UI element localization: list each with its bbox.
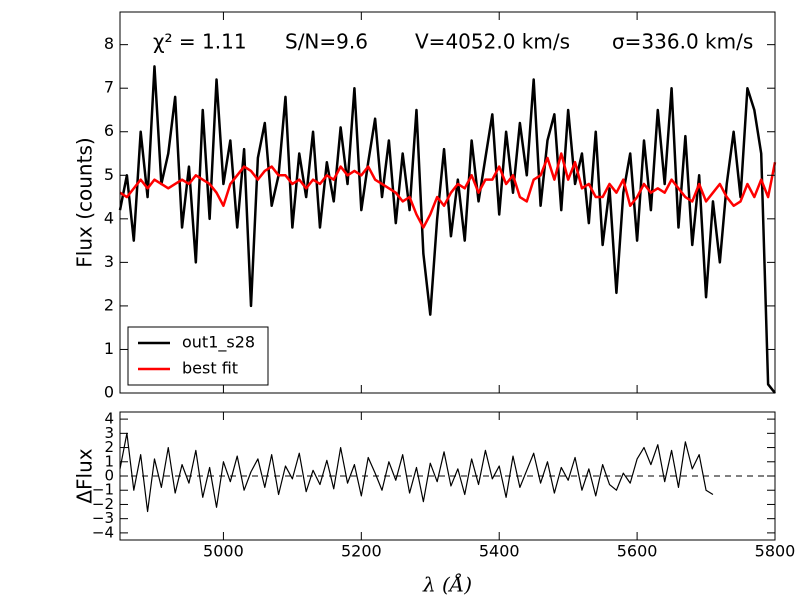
y-tick-label: 0 <box>104 383 114 402</box>
x-axis-label: λ (Å) <box>422 572 472 597</box>
x-tick-label: 5400 <box>479 542 520 561</box>
y-tick-label: 8 <box>104 34 114 53</box>
y-tick-label: 1 <box>104 452 114 470</box>
annotation: χ² = 1.11 <box>153 30 247 54</box>
annotation: σ=336.0 km/s <box>612 30 753 54</box>
x-tick-label: 5800 <box>755 542 796 561</box>
legend-label: best fit <box>182 359 238 378</box>
y-tick-label: −3 <box>92 509 114 527</box>
y-tick-label: −4 <box>92 523 114 541</box>
x-tick-label: 5000 <box>203 542 244 561</box>
y-axis-label: ΔFlux <box>73 448 97 503</box>
y-tick-label: 4 <box>104 208 114 227</box>
y-tick-label: 2 <box>104 295 114 314</box>
y-tick-label: −1 <box>92 481 114 499</box>
y-tick-label: 5 <box>104 165 114 184</box>
legend-box <box>127 326 269 386</box>
y-tick-label: 3 <box>104 252 114 271</box>
y-tick-label: 0 <box>104 467 114 485</box>
y-tick-label: 6 <box>104 121 114 140</box>
y-tick-label: 7 <box>104 78 114 97</box>
x-tick-label: 5200 <box>341 542 382 561</box>
x-tick-label: 5600 <box>617 542 658 561</box>
series-line <box>119 432 714 513</box>
y-tick-label: −2 <box>92 495 114 513</box>
y-tick-label: 4 <box>104 410 114 428</box>
y-tick-label: 2 <box>104 438 114 456</box>
y-tick-label: 3 <box>104 424 114 442</box>
series-line <box>118 65 776 394</box>
annotation: V=4052.0 km/s <box>415 30 570 54</box>
plot-frame <box>119 11 776 394</box>
y-tick-label: 1 <box>104 339 114 358</box>
series-line <box>119 152 777 229</box>
legend-label: out1_s28 <box>182 333 255 353</box>
annotation: S/N=9.6 <box>285 30 368 54</box>
y-axis-label: Flux (counts) <box>73 137 97 267</box>
